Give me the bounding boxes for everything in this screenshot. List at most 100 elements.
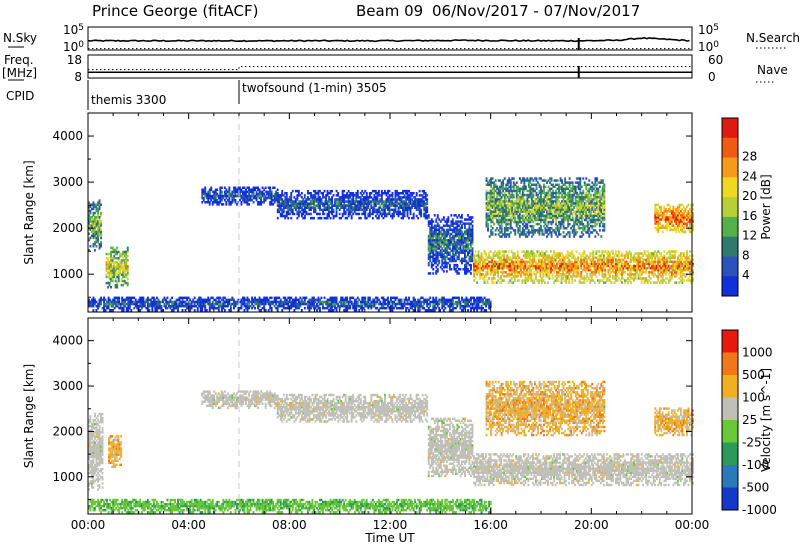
data-cell bbox=[438, 247, 441, 250]
data-cell bbox=[658, 258, 661, 262]
data-cell bbox=[572, 275, 575, 278]
data-cell bbox=[482, 262, 484, 266]
data-cell bbox=[438, 259, 441, 263]
data-cell bbox=[497, 250, 500, 253]
data-cell bbox=[533, 258, 536, 262]
data-cell bbox=[553, 268, 555, 272]
data-cell bbox=[548, 258, 551, 262]
data-cell bbox=[587, 266, 590, 270]
data-cell bbox=[385, 204, 388, 207]
data-cell bbox=[251, 198, 253, 202]
data-cell bbox=[563, 260, 566, 264]
data-cell bbox=[122, 271, 125, 274]
data-cell bbox=[518, 256, 521, 259]
data-cell bbox=[551, 275, 554, 278]
data-cell bbox=[476, 271, 478, 274]
data-cell bbox=[245, 201, 247, 204]
data-cell bbox=[433, 232, 436, 236]
data-cell bbox=[302, 202, 305, 205]
data-cell bbox=[255, 190, 258, 194]
data-cell bbox=[477, 266, 480, 270]
data-cell bbox=[565, 256, 568, 259]
data-cell bbox=[468, 226, 471, 229]
data-cell bbox=[605, 264, 608, 268]
data-cell bbox=[257, 201, 259, 204]
data-cell bbox=[108, 273, 111, 276]
data-cell bbox=[640, 277, 643, 280]
data-cell bbox=[622, 268, 625, 272]
data-cell bbox=[612, 277, 614, 280]
data-cell bbox=[317, 198, 320, 201]
data-cell bbox=[278, 204, 281, 207]
data-cell bbox=[402, 196, 404, 199]
data-cell bbox=[276, 216, 279, 220]
data-cell bbox=[566, 271, 569, 274]
data-cell bbox=[464, 259, 466, 263]
data-cell bbox=[551, 256, 554, 259]
data-cell bbox=[319, 189, 321, 193]
data-cell bbox=[646, 260, 649, 264]
data-cell bbox=[100, 203, 102, 206]
data-cell bbox=[581, 252, 584, 255]
data-cell bbox=[429, 272, 432, 275]
data-cell bbox=[210, 188, 213, 191]
data-cell bbox=[545, 258, 548, 262]
data-cell bbox=[325, 208, 327, 212]
data-cell bbox=[287, 208, 290, 212]
data-cell bbox=[513, 256, 516, 259]
data-cell bbox=[390, 198, 392, 201]
data-cell bbox=[123, 250, 126, 254]
data-cell bbox=[640, 262, 643, 266]
data-cell bbox=[462, 247, 465, 250]
data-cell bbox=[300, 206, 303, 209]
data-cell bbox=[296, 189, 299, 193]
data-cell bbox=[382, 210, 385, 214]
data-cell bbox=[406, 202, 409, 205]
data-cell bbox=[575, 268, 578, 272]
data-cell bbox=[601, 250, 604, 253]
data-cell bbox=[308, 212, 311, 216]
data-cell bbox=[657, 262, 660, 266]
data-cell bbox=[544, 252, 546, 255]
data-cell bbox=[361, 200, 364, 203]
data-cell bbox=[480, 258, 483, 262]
data-cell bbox=[571, 264, 574, 268]
data-cell bbox=[533, 260, 536, 264]
data-cell bbox=[535, 177, 538, 180]
data-cell bbox=[513, 271, 516, 274]
data-cell bbox=[406, 214, 409, 218]
data-cell bbox=[474, 254, 477, 257]
data-cell bbox=[560, 275, 563, 278]
data-cell bbox=[447, 261, 450, 265]
data-cell bbox=[310, 202, 312, 205]
data-cell bbox=[509, 258, 512, 262]
data-cell bbox=[507, 260, 510, 264]
data-cell bbox=[501, 260, 504, 264]
data-cell bbox=[415, 202, 418, 205]
data-cell bbox=[652, 266, 655, 270]
data-cell bbox=[92, 242, 95, 246]
data-cell bbox=[584, 271, 587, 274]
data-cell bbox=[621, 275, 623, 278]
data-cell bbox=[417, 208, 420, 212]
data-cell bbox=[242, 198, 244, 202]
data-cell bbox=[640, 268, 643, 272]
data-cell bbox=[88, 207, 90, 211]
data-cell bbox=[430, 265, 433, 269]
data-cell bbox=[228, 194, 231, 198]
data-cell bbox=[524, 281, 527, 284]
data-cell bbox=[331, 198, 333, 201]
data-cell bbox=[436, 259, 439, 263]
data-cell bbox=[368, 202, 371, 205]
data-cell bbox=[350, 208, 353, 212]
data-cell bbox=[601, 268, 604, 272]
data-cell bbox=[435, 265, 438, 269]
data-cell bbox=[370, 206, 373, 209]
data-cell bbox=[350, 206, 353, 209]
data-cell bbox=[225, 196, 228, 200]
data-cell bbox=[444, 251, 447, 254]
data-cell bbox=[335, 189, 338, 193]
data-cell bbox=[367, 202, 370, 205]
data-cell bbox=[533, 281, 536, 284]
data-cell bbox=[370, 212, 373, 216]
